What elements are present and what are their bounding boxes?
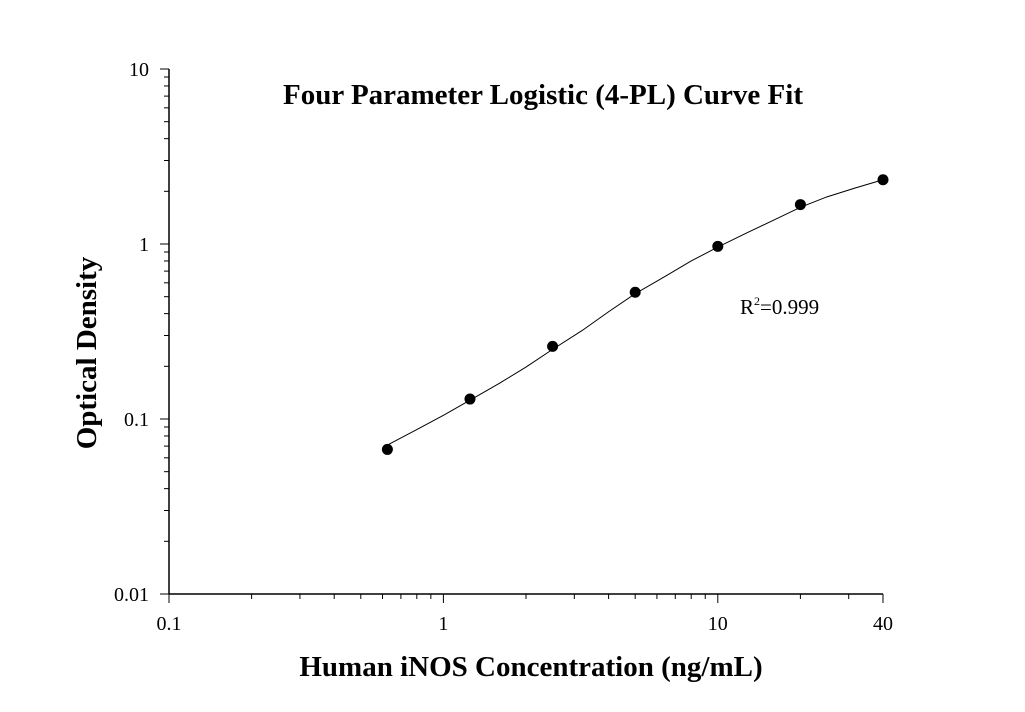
- x-tick-label: 0.1: [157, 613, 182, 635]
- x-tick-label: 40: [873, 613, 893, 635]
- data-points: [381, 174, 889, 455]
- data-point: [877, 174, 889, 186]
- x-axis-label: Human iNOS Concentration (ng/mL): [299, 651, 762, 683]
- data-point: [629, 286, 641, 298]
- x-tick-label: 1: [438, 613, 448, 635]
- y-tick-label: 10: [129, 59, 149, 81]
- r-squared-value: =0.999: [760, 295, 819, 319]
- chart-title: Four Parameter Logistic (4-PL) Curve Fit: [283, 79, 803, 111]
- data-point: [381, 443, 393, 455]
- data-point: [794, 199, 806, 211]
- r-squared-annotation: R2=0.999: [740, 294, 819, 319]
- data-point: [712, 240, 724, 252]
- axes: [168, 69, 883, 595]
- y-axis-label: Optical Density: [71, 256, 103, 449]
- y-tick-label: 1: [139, 234, 149, 256]
- data-point: [464, 393, 476, 405]
- y-tick-label: 0.1: [124, 409, 149, 431]
- ticks: 0.1 1 10 40 0.01 0.1 1 10: [114, 59, 893, 635]
- y-tick-label: 0.01: [114, 584, 149, 606]
- x-tick-label: 10: [708, 613, 728, 635]
- data-point: [547, 340, 559, 352]
- r-squared-base: R: [740, 295, 754, 319]
- r-squared-superscript: 2: [754, 294, 760, 308]
